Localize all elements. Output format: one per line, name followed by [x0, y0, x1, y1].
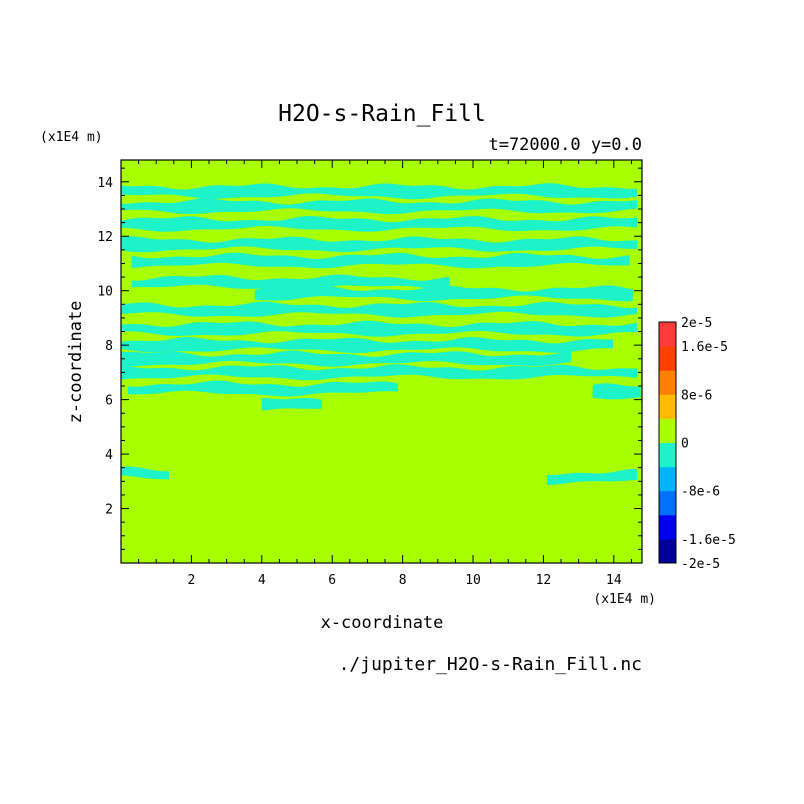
- colorbar-label: 1.6e-5: [681, 340, 728, 355]
- y-tick-label: 10: [97, 285, 113, 300]
- y-axis-label: z-coordinate: [66, 301, 86, 424]
- chart-subtitle: t=72000.0 y=0.0: [488, 135, 642, 155]
- y-tick-label: 12: [97, 230, 113, 245]
- contour-band: [121, 336, 613, 354]
- colorbar-swatch: [659, 442, 676, 468]
- plot-frame: [120, 159, 643, 564]
- contour-band: [121, 364, 637, 381]
- x-tick-label: 12: [536, 573, 552, 588]
- colorbar-swatch: [659, 418, 676, 443]
- colorbar-swatch: [659, 322, 676, 347]
- file-name-footer: ./jupiter_H2O-s-Rain_Fill.nc: [339, 654, 642, 675]
- colorbar-swatch: [659, 466, 676, 492]
- x-tick-label: 6: [328, 573, 336, 588]
- contour-band: [121, 216, 637, 232]
- contour-band: [121, 183, 637, 200]
- y-tick-label: 4: [105, 448, 113, 463]
- contour-band: [121, 236, 637, 253]
- contour-band: [121, 320, 637, 337]
- contour-band: [121, 466, 169, 480]
- contour-band: [131, 274, 450, 291]
- contour-band: [547, 469, 637, 486]
- colorbar-frame: [658, 321, 677, 564]
- colorbar-swatch: [659, 490, 676, 516]
- colorbar-label: 0: [681, 437, 689, 452]
- colorbar-label: -1.6e-5: [681, 533, 736, 548]
- colorbar-swatch: [659, 514, 676, 540]
- contour-band: [261, 397, 322, 411]
- y-tick-label: 6: [105, 394, 113, 409]
- colorbar-label: 8e-6: [681, 388, 712, 403]
- contour-band: [121, 350, 571, 367]
- contour-band: [131, 252, 630, 269]
- x-tick-label: 10: [465, 573, 481, 588]
- axes: 2 4 6 8 10 12 14 2 4 6 8 10 12 14: [97, 159, 643, 588]
- colorbar-label: 2e-5: [681, 316, 712, 331]
- y-tick-label: 2: [105, 503, 113, 518]
- x-tick-label: 14: [606, 573, 622, 588]
- colorbar-swatch: [659, 538, 676, 564]
- chart-title: H2O-s-Rain_Fill: [278, 101, 486, 127]
- y-tick-label: 8: [105, 339, 113, 354]
- contour-band: [254, 285, 633, 302]
- colorbar-label: -2e-5: [681, 557, 720, 572]
- x-tick-label: 8: [399, 573, 407, 588]
- colorbar-swatch: [659, 370, 676, 395]
- x-tick-label: 2: [187, 573, 195, 588]
- x-unit-label: (x1E4 m): [593, 592, 656, 607]
- colorbar: 2e-5 1.6e-5 8e-6 0 -8e-6 -1.6e-5 -2e-5: [658, 316, 736, 572]
- contour-band: [121, 301, 637, 318]
- colorbar-swatch: [659, 394, 676, 419]
- y-unit-label: (x1E4 m): [40, 130, 103, 145]
- contour-band: [121, 198, 637, 215]
- x-axis-label: x-coordinate: [321, 613, 444, 633]
- contour-band: [128, 380, 398, 397]
- contour-band: [592, 383, 641, 400]
- y-tick-label: 14: [97, 176, 113, 191]
- colorbar-swatch: [659, 346, 676, 371]
- colorbar-label: -8e-6: [681, 485, 720, 500]
- plot-area: [121, 160, 642, 563]
- x-tick-label: 4: [258, 573, 266, 588]
